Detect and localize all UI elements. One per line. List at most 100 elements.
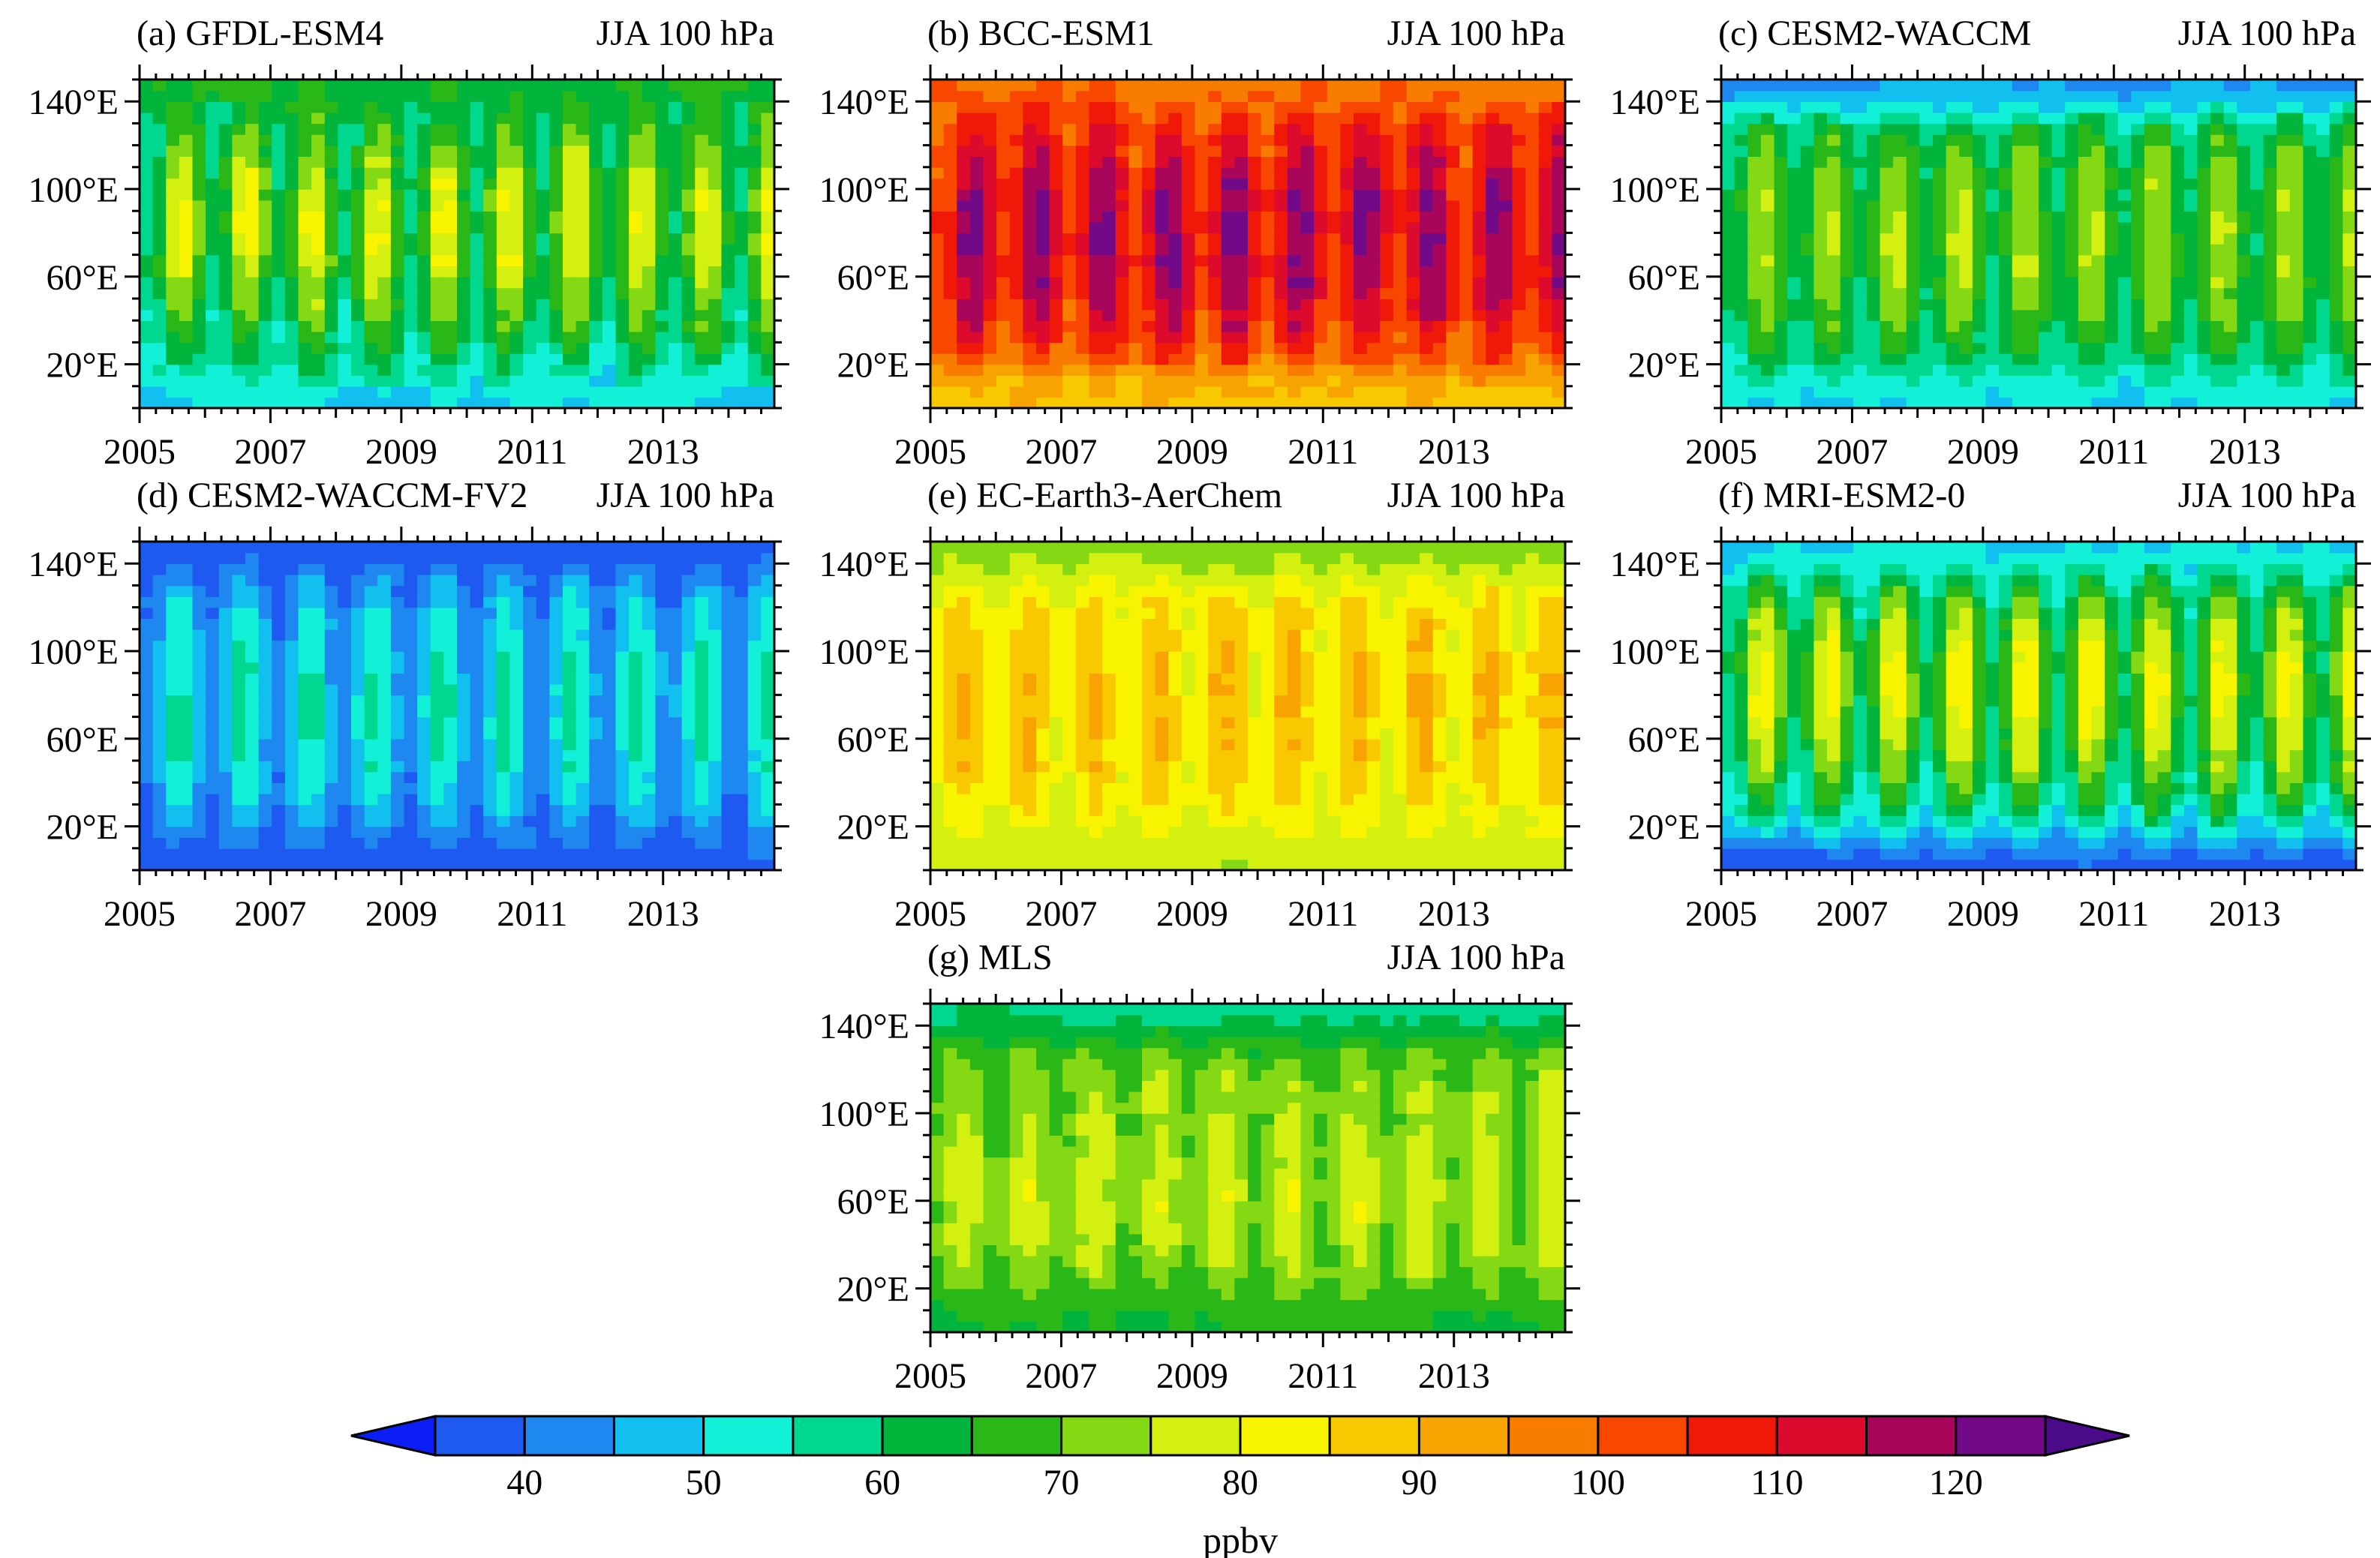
heatmap-cell — [1814, 200, 1828, 212]
heatmap-cell — [943, 134, 958, 146]
heatmap-cell — [2263, 320, 2278, 332]
heatmap-cell — [258, 761, 273, 773]
heatmap-cell — [1062, 287, 1077, 299]
heatmap-cell — [735, 200, 749, 212]
heatmap-cell — [496, 320, 511, 332]
heatmap-cell — [1747, 287, 1762, 299]
heatmap-cell — [179, 837, 194, 849]
heatmap-cell — [1880, 233, 1894, 245]
heatmap-cell — [523, 276, 537, 289]
heatmap-cell — [1287, 178, 1302, 190]
heatmap-cell — [1972, 167, 1987, 179]
heatmap-cell — [1432, 386, 1447, 398]
heatmap-cell — [2183, 134, 2198, 146]
heatmap-cell — [1999, 156, 2013, 168]
heatmap-cell — [404, 134, 418, 146]
heatmap-cell — [2183, 320, 2198, 332]
heatmap-cell — [192, 276, 206, 289]
heatmap-cell — [2237, 221, 2251, 234]
heatmap-cell — [2117, 364, 2132, 376]
heatmap-cell — [166, 299, 180, 311]
heatmap-cell — [1827, 123, 1841, 135]
heatmap-cell — [536, 320, 551, 332]
heatmap-cell — [258, 342, 273, 354]
heatmap-cell — [1919, 309, 1934, 321]
heatmap-cell — [1525, 90, 1540, 102]
heatmap-cell — [1234, 211, 1249, 223]
heatmap-cell — [232, 749, 246, 761]
heatmap-cell — [1432, 112, 1447, 125]
heatmap-cell — [1800, 123, 1815, 135]
heatmap-cell — [1774, 287, 1788, 299]
heatmap-cell — [2091, 244, 2105, 256]
heatmap-cell — [232, 716, 246, 728]
heatmap-cell — [2223, 189, 2238, 201]
heatmap-cell — [2012, 331, 2027, 344]
heatmap-cell — [206, 728, 220, 740]
heatmap-cell — [338, 342, 352, 354]
heatmap-cell — [1747, 309, 1762, 321]
heatmap-cell — [1827, 156, 1841, 168]
heatmap-cell — [470, 90, 485, 102]
heatmap-cell — [1155, 156, 1170, 168]
heatmap-cell — [1933, 254, 1947, 266]
heatmap-cell — [2171, 145, 2185, 157]
heatmap-cell — [1787, 254, 1802, 266]
heatmap-cell — [206, 309, 220, 321]
heatmap-cell — [1261, 353, 1276, 365]
heatmap-cell — [443, 342, 458, 354]
heatmap-cell — [1393, 134, 1408, 146]
heatmap-cell — [1472, 178, 1487, 190]
heatmap-cell — [1340, 101, 1354, 113]
heatmap-cell — [496, 221, 511, 234]
heatmap-cell — [1814, 145, 1828, 157]
heatmap-cell — [258, 320, 273, 332]
heatmap-cell — [1525, 123, 1540, 135]
heatmap-cell — [284, 386, 299, 398]
heatmap-cell — [1840, 90, 1855, 102]
heatmap-cell — [1472, 233, 1487, 245]
heatmap-cell — [1800, 287, 1815, 299]
heatmap-cell — [536, 397, 551, 409]
heatmap-cell — [1787, 167, 1802, 179]
heatmap-cell — [284, 123, 299, 135]
heatmap-cell — [2223, 299, 2238, 311]
heatmap-cell — [1525, 145, 1540, 157]
heatmap-cell — [470, 287, 485, 299]
heatmap-cell — [1538, 112, 1553, 125]
heatmap-cell — [2329, 254, 2344, 266]
heatmap-cell — [549, 254, 563, 266]
heatmap-cell — [2303, 364, 2317, 376]
heatmap-cell — [721, 211, 735, 223]
heatmap-cell — [1946, 309, 1961, 321]
heatmap-cell — [166, 375, 180, 387]
heatmap-cell — [1552, 200, 1566, 212]
heatmap-cell — [245, 607, 260, 619]
heatmap-cell — [272, 375, 286, 387]
heatmap-cell — [2237, 112, 2251, 125]
heatmap-cell — [1866, 331, 1881, 344]
heatmap-cell — [1327, 178, 1342, 190]
heatmap-cell — [1787, 156, 1802, 168]
heatmap-cell — [2091, 375, 2105, 387]
heatmap-cell — [1880, 134, 1894, 146]
heatmap-cell — [1142, 167, 1156, 179]
heatmap-cell — [2183, 80, 2198, 92]
heatmap-cell — [1420, 80, 1434, 92]
heatmap-cell — [2065, 375, 2079, 387]
heatmap-cell — [1089, 90, 1103, 102]
heatmap-cell — [1919, 386, 1934, 398]
heatmap-cell — [311, 287, 326, 299]
heatmap-cell — [284, 331, 299, 344]
heatmap-cell — [1893, 397, 1907, 409]
heatmap-cell — [245, 123, 260, 135]
heatmap-cell — [761, 90, 775, 102]
heatmap-cell — [1155, 364, 1170, 376]
heatmap-cell — [681, 397, 696, 409]
heatmap-cell — [258, 266, 273, 278]
heatmap-cell — [2316, 80, 2330, 92]
heatmap-cell — [245, 837, 260, 849]
heatmap-cell — [1393, 266, 1408, 278]
heatmap-cell — [206, 761, 220, 773]
heatmap-cell — [390, 266, 405, 278]
